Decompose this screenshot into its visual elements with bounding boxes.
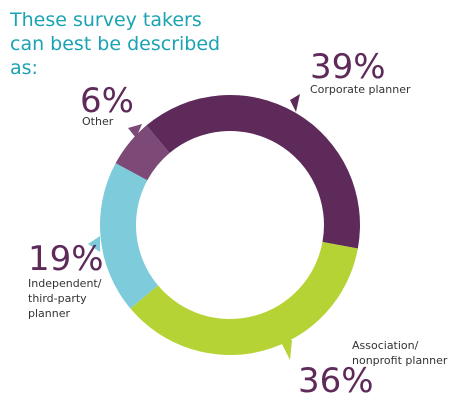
callout-pointer: [280, 340, 292, 360]
chart-title: These survey takers can best be describe…: [10, 9, 221, 79]
callout-pointer: [128, 124, 142, 138]
value-label: 36%: [298, 361, 374, 401]
callout-pointer: [88, 236, 100, 252]
category-label: Independent/ third-party planner: [28, 277, 102, 320]
category-label: Association/ nonprofit planner: [352, 339, 448, 367]
donut-slice: [115, 125, 170, 181]
value-label: 6%: [80, 81, 134, 121]
callout-pointer: [290, 94, 300, 112]
value-label: 19%: [28, 239, 104, 279]
donut-slice: [146, 95, 360, 249]
category-label: Other: [82, 115, 114, 128]
donut-slice: [130, 241, 358, 356]
value-label: 39%: [310, 47, 386, 87]
donut-slice: [99, 163, 158, 309]
category-label: Corporate planner: [310, 83, 411, 96]
